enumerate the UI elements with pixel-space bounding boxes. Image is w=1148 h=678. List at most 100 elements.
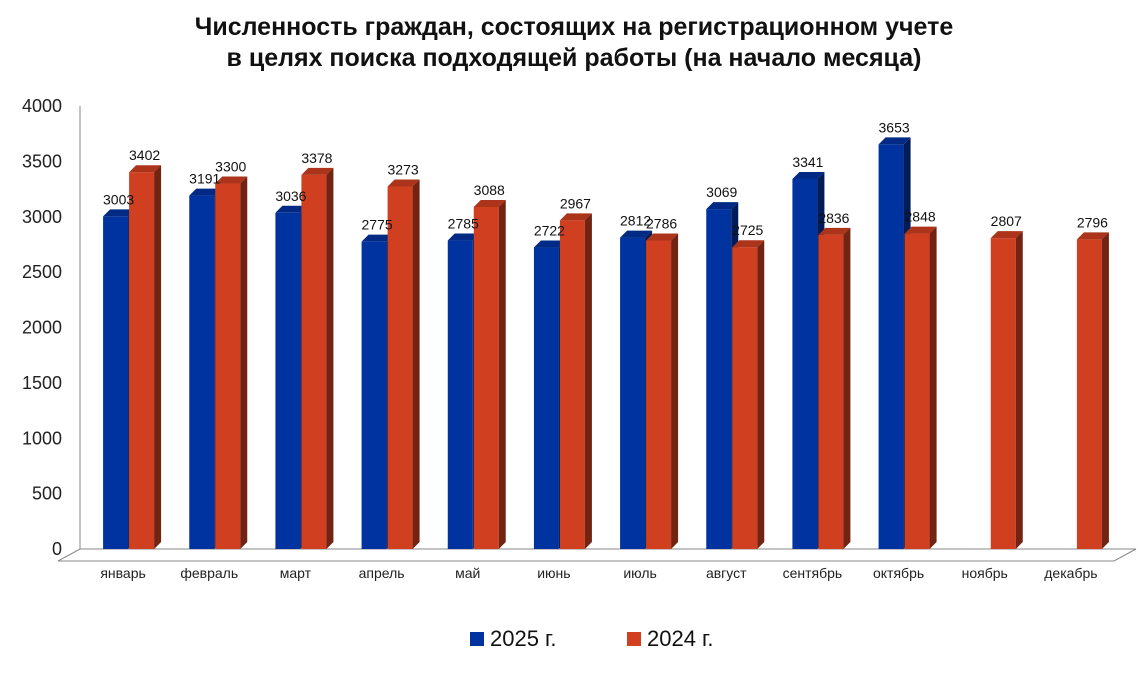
chart-title-line-1: Численность граждан, состоящих на регист… bbox=[194, 13, 954, 41]
bar-side bbox=[757, 240, 765, 550]
bar-series-2 bbox=[646, 233, 679, 549]
data-label: 2796 bbox=[1077, 214, 1108, 230]
data-label: 3378 bbox=[301, 150, 332, 166]
bar-side bbox=[412, 179, 420, 549]
data-label: 3402 bbox=[129, 147, 160, 163]
bar-top bbox=[473, 200, 506, 208]
x-tick-label: апрель bbox=[359, 565, 405, 581]
data-label: 3069 bbox=[706, 184, 737, 200]
x-tick-label: октябрь bbox=[873, 565, 924, 581]
y-tick-label: 3500 bbox=[22, 151, 62, 171]
bar-series-2 bbox=[818, 227, 851, 549]
data-label: 2775 bbox=[362, 217, 393, 233]
bar-top bbox=[215, 176, 248, 184]
bar-front bbox=[301, 174, 327, 549]
bar-front bbox=[103, 216, 129, 549]
bar-front bbox=[559, 220, 585, 549]
x-tick-label: ноябрь bbox=[962, 565, 1008, 581]
bar-front bbox=[215, 183, 241, 549]
bar-top bbox=[559, 213, 592, 221]
bar-front bbox=[620, 237, 646, 550]
x-tick-label: январь bbox=[100, 565, 145, 581]
bar-top bbox=[301, 167, 334, 175]
bar-top bbox=[533, 240, 566, 248]
x-axis-floor bbox=[57, 548, 1137, 562]
bar-series-2 bbox=[732, 240, 765, 550]
data-label: 3653 bbox=[879, 119, 910, 135]
x-tick-label: февраль bbox=[180, 565, 238, 581]
bar-front bbox=[904, 233, 930, 550]
bar-top bbox=[275, 205, 308, 213]
data-label: 3003 bbox=[103, 191, 134, 207]
bar-front bbox=[732, 247, 758, 550]
bar-series-2 bbox=[990, 231, 1023, 549]
legend: 2025 г. 2024 г. bbox=[470, 626, 714, 651]
bar-front bbox=[189, 195, 215, 550]
y-tick-label: 500 bbox=[32, 484, 62, 504]
data-label: 2786 bbox=[646, 215, 677, 231]
bar-top bbox=[878, 137, 911, 145]
data-label: 2725 bbox=[732, 222, 763, 238]
bar-side bbox=[498, 200, 506, 549]
bar-top bbox=[646, 233, 679, 241]
data-label: 2967 bbox=[560, 195, 591, 211]
bar-series-2 bbox=[1076, 232, 1109, 549]
data-label: 2848 bbox=[905, 209, 936, 225]
bar-front bbox=[818, 234, 844, 549]
bar-series-2 bbox=[301, 167, 334, 549]
data-label: 3088 bbox=[474, 182, 505, 198]
y-tick-label: 2000 bbox=[22, 318, 62, 338]
bar-front bbox=[706, 209, 732, 549]
y-tick-label: 3000 bbox=[22, 207, 62, 227]
bar-series-2 bbox=[904, 226, 937, 550]
bar-series-2 bbox=[387, 179, 420, 549]
y-tick-label: 1500 bbox=[22, 373, 62, 393]
bar-top bbox=[620, 230, 653, 238]
y-tick-label: 2500 bbox=[22, 262, 62, 282]
bar-side bbox=[1015, 231, 1023, 549]
bar-series-2 bbox=[215, 176, 248, 549]
axis-layer: 0 500 1000 1500 2000 2500 3000 3500 4000 bbox=[22, 96, 1137, 562]
legend-label: 2024 г. bbox=[647, 626, 714, 651]
y-tick-label: 1000 bbox=[22, 428, 62, 448]
legend-label: 2025 г. bbox=[490, 626, 557, 651]
bar-side bbox=[584, 213, 592, 549]
bar-front bbox=[129, 172, 155, 549]
x-tick-label: март bbox=[280, 565, 312, 581]
bar-series-2 bbox=[473, 200, 506, 549]
bar-side bbox=[154, 165, 162, 549]
y-tick-label: 0 bbox=[52, 539, 62, 559]
y-tick-label: 4000 bbox=[22, 96, 62, 116]
bar-top bbox=[818, 227, 851, 235]
bar-side bbox=[240, 176, 248, 549]
x-tick-label: июль bbox=[623, 565, 656, 581]
bar-top bbox=[706, 202, 739, 210]
data-label: 2722 bbox=[534, 223, 565, 239]
bar-top bbox=[103, 209, 136, 217]
x-tick-label: сентябрь bbox=[783, 565, 843, 581]
data-label: 3036 bbox=[275, 188, 306, 204]
bar-side bbox=[1101, 232, 1109, 549]
bar-layer bbox=[103, 137, 1109, 550]
bar-front bbox=[990, 238, 1016, 549]
bar-front bbox=[361, 241, 387, 549]
bar-front bbox=[473, 207, 499, 549]
bar-front bbox=[646, 240, 672, 549]
bar-top bbox=[189, 188, 222, 196]
bar-front bbox=[878, 144, 904, 550]
data-label: 2836 bbox=[818, 210, 849, 226]
bar-side bbox=[843, 227, 851, 549]
bar-front bbox=[447, 240, 473, 549]
bar-top bbox=[904, 226, 937, 234]
bar-side bbox=[326, 167, 334, 549]
bar-top bbox=[1076, 232, 1109, 240]
data-label: 2807 bbox=[991, 213, 1022, 229]
bar-side bbox=[671, 233, 679, 549]
bar-series-2 bbox=[559, 213, 592, 549]
data-label: 2812 bbox=[620, 213, 651, 229]
x-tick-label: август bbox=[706, 565, 747, 581]
data-label: 3191 bbox=[189, 171, 220, 187]
data-label: 3300 bbox=[215, 159, 246, 175]
